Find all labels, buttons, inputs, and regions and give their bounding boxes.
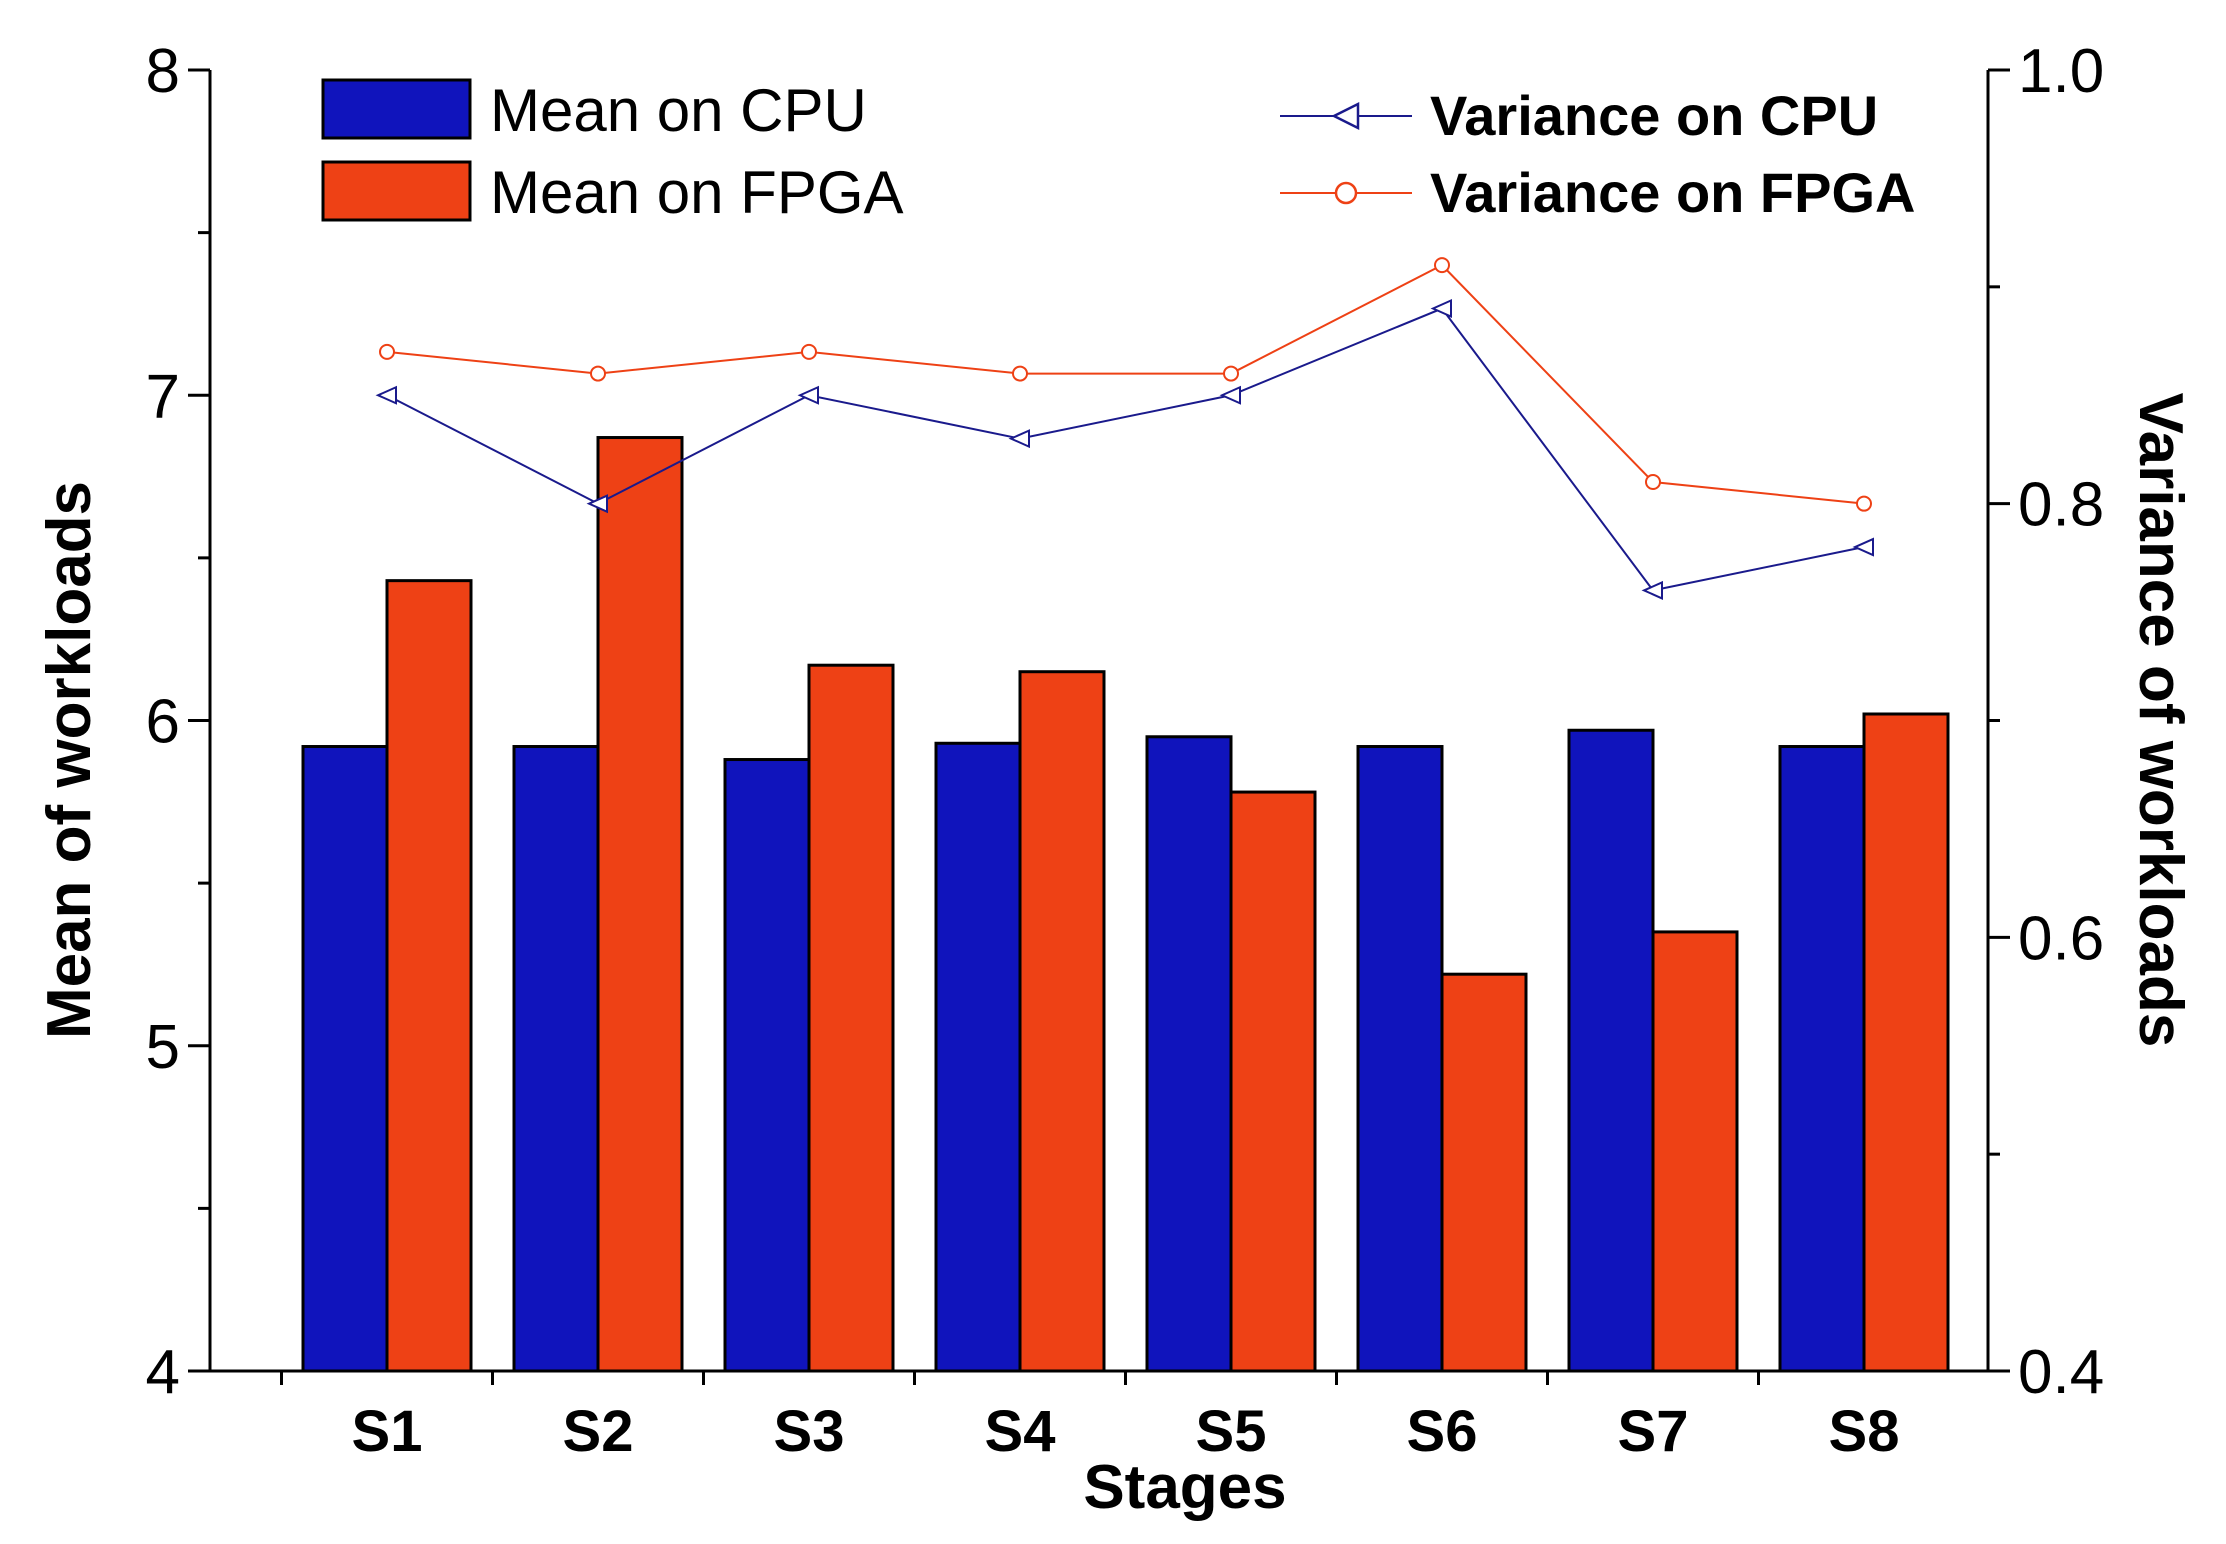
bar-cpu-s6 <box>1356 745 1444 1373</box>
line-variance-fpga <box>386 263 1865 505</box>
marker-variance-fpga-s1 <box>379 343 395 360</box>
y2-tick-label: 0.8 <box>2018 471 2104 540</box>
y-tick-label: 4 <box>146 1338 180 1407</box>
marker-variance-cpu-s4 <box>1008 429 1030 449</box>
bar-fpga-s5 <box>1229 790 1317 1373</box>
x-tick-label-s6: S6 <box>1407 1399 1478 1464</box>
marker-variance-fpga-s4 <box>1012 365 1028 382</box>
legend-label-mean-cpu: Mean on CPU <box>490 77 867 144</box>
x-tick-label-s3: S3 <box>774 1399 845 1464</box>
bar-fpga-s7 <box>1651 930 1739 1373</box>
marker-variance-cpu-s2 <box>586 494 608 514</box>
marker-variance-fpga-s8 <box>1856 495 1872 512</box>
bar-fpga-s6 <box>1440 972 1528 1373</box>
bar-cpu-s2 <box>512 745 600 1373</box>
legend-swatch-mean-fpga <box>321 160 472 222</box>
marker-variance-cpu-s6 <box>1430 298 1452 319</box>
y2-tick-label: 1.0 <box>2018 37 2104 106</box>
x-tick-label-s5: S5 <box>1196 1399 1267 1464</box>
y-tick-label: 8 <box>146 37 180 106</box>
bar-cpu-s3 <box>723 758 811 1373</box>
y2-tick-label: 0.4 <box>2018 1338 2104 1407</box>
marker-variance-fpga-s5 <box>1223 365 1239 382</box>
x-axis-title: Stages <box>1083 1453 1286 1522</box>
marker-variance-fpga-s6 <box>1434 257 1450 274</box>
x-tick-label-s4: S4 <box>985 1399 1056 1464</box>
bar-cpu-s4 <box>934 741 1022 1373</box>
axes <box>188 68 2010 1385</box>
bar-cpu-s7 <box>1567 728 1655 1373</box>
bar-cpu-s1 <box>301 745 389 1373</box>
bar-cpu-s5 <box>1145 735 1233 1373</box>
marker-variance-cpu-s8 <box>1852 537 1874 557</box>
bar-fpga-s1 <box>385 579 473 1373</box>
legend-label-mean-fpga: Mean on FPGA <box>490 159 904 226</box>
legend-marker-variance-cpu <box>1331 101 1360 131</box>
y-axis-title: Mean of workloads <box>35 481 104 1039</box>
x-tick-label-s1: S1 <box>352 1399 423 1464</box>
bar-fpga-s8 <box>1862 712 1950 1373</box>
bar-fpga-s4 <box>1018 670 1106 1373</box>
line-marks <box>375 257 1874 600</box>
bar-marks <box>301 436 1950 1373</box>
y2-axis-title: Variance of workloads <box>2126 393 2195 1048</box>
x-tick-label-s7: S7 <box>1618 1399 1689 1464</box>
legend-marker-variance-fpga <box>1334 181 1358 205</box>
x-tick-label-s2: S2 <box>563 1399 634 1464</box>
y-tick-label: 5 <box>146 1013 180 1082</box>
y2-tick-label: 0.6 <box>2018 904 2104 973</box>
y-tick-label: 6 <box>146 688 180 757</box>
bar-cpu-s8 <box>1778 745 1866 1373</box>
marker-variance-cpu-s3 <box>797 385 819 405</box>
x-tick-label-s8: S8 <box>1829 1399 1900 1464</box>
marker-variance-fpga-s7 <box>1645 473 1661 490</box>
marker-variance-cpu-s7 <box>1641 580 1663 600</box>
legend-label-variance-cpu: Variance on CPU <box>1430 84 1878 147</box>
legend-swatch-mean-cpu <box>321 78 472 140</box>
legend: Mean on CPU Mean on FPGA Variance on CPU… <box>321 77 1916 226</box>
marker-variance-fpga-s2 <box>590 365 606 382</box>
marker-variance-cpu-s5 <box>1219 385 1241 405</box>
tick-labels: 4 5 6 7 8 0.4 0.6 0.8 1.0 S1 S2 S3 S4 S5 S6 S7 S8 <box>146 37 2105 1464</box>
marker-variance-cpu-s1 <box>375 385 397 405</box>
bar-fpga-s3 <box>807 663 895 1373</box>
legend-label-variance-fpga: Variance on FPGA <box>1430 161 1916 224</box>
y-tick-label: 7 <box>146 362 180 431</box>
line-variance-cpu <box>386 307 1865 592</box>
bar-fpga-s2 <box>596 436 684 1373</box>
marker-variance-fpga-s3 <box>801 343 817 360</box>
